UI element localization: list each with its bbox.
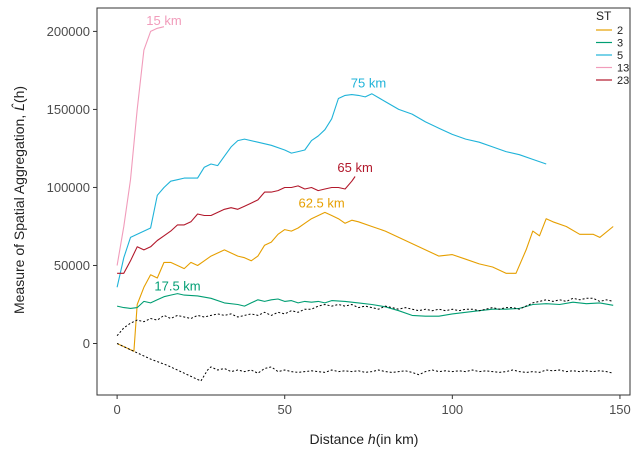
series-line-st-2 (116, 211, 614, 352)
legend-label-st-2: 2 (617, 25, 623, 37)
legend-label-st-5: 5 (617, 50, 623, 62)
legend-label-st-23: 23 (617, 75, 629, 87)
annotation-label-2: 65 km (337, 160, 372, 175)
series-line-st-13 (116, 26, 165, 266)
y-tick-label-1: 50000 (54, 258, 90, 273)
x-axis: 0 50 100 150 (113, 395, 631, 417)
y-tick-label-3: 150000 (47, 102, 90, 117)
series-line-st-5 (116, 93, 547, 288)
x-axis-title: Distance h(in km) (310, 431, 419, 447)
y-tick-label-0: 0 (83, 336, 90, 351)
x-axis-title-var: h (368, 431, 376, 447)
plot-panel (96, 7, 631, 396)
annotation-layer: 15 km 75 km 65 km 62.5 km 17.5 km (146, 13, 386, 293)
legend-title: ST (596, 9, 612, 23)
x-tick-label-1: 50 (277, 402, 291, 417)
annotation-label-3: 62.5 km (298, 196, 344, 211)
y-tick-label-2: 100000 (47, 180, 90, 195)
series-line-st-23 (117, 176, 356, 274)
y-axis-title-prefix: Measure of Spatial Aggregation, (11, 111, 27, 314)
annotation-label-0: 15 km (146, 13, 181, 28)
reference-envelope-line-1 (116, 297, 614, 337)
x-tick-label-0: 0 (113, 402, 120, 417)
x-tick-label-3: 150 (609, 402, 631, 417)
y-axis-title-suffix: (h) (11, 86, 27, 103)
y-axis-title: Measure of Spatial Aggregation, L̂(h) (11, 86, 27, 314)
x-tick-label-2: 100 (441, 402, 463, 417)
x-axis-title-suffix: (in km) (376, 431, 419, 447)
legend-label-st-13: 13 (617, 63, 629, 75)
y-axis: 0 50000 100000 150000 200000 (47, 24, 97, 351)
y-axis-title-var: L̂ (11, 103, 27, 111)
annotation-label-1: 75 km (351, 76, 386, 91)
legend-label-st-3: 3 (617, 38, 623, 50)
x-axis-title-prefix: Distance (310, 431, 368, 447)
series-layer (116, 26, 614, 382)
annotation-label-4: 17.5 km (154, 278, 200, 293)
y-tick-label-4: 200000 (47, 24, 90, 39)
series-line-st-3 (116, 293, 614, 317)
